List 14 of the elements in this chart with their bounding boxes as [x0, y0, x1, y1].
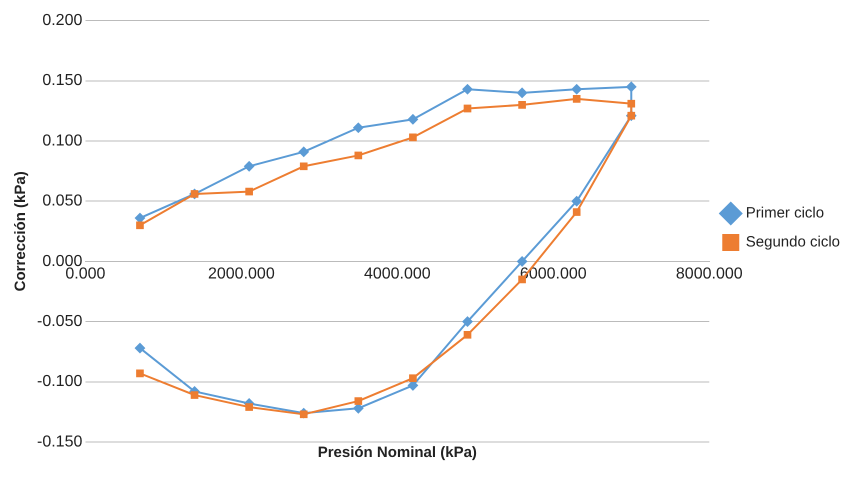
legend-label: Primer ciclo	[746, 204, 824, 222]
x-tick-label: 2000.000	[208, 265, 275, 282]
y-tick-label: 0.150	[42, 72, 82, 90]
y-tick-label: 0.200	[42, 12, 82, 30]
y-tick-label: -0.150	[36, 433, 82, 450]
x-axis-title: Presión Nominal (kPa)	[318, 444, 477, 461]
x-tick-label: 4000.000	[364, 265, 431, 282]
y-tick-label: -0.050	[36, 313, 82, 330]
y-tick-label: -0.100	[36, 373, 82, 390]
y-tick-label: 0.100	[42, 132, 82, 150]
x-tick-label: 8000.000	[676, 265, 743, 282]
y-axis-title: Corrección (kPa)	[12, 171, 30, 292]
y-tick-label: 0.050	[42, 192, 82, 210]
legend-label: Segundo ciclo	[746, 234, 840, 251]
